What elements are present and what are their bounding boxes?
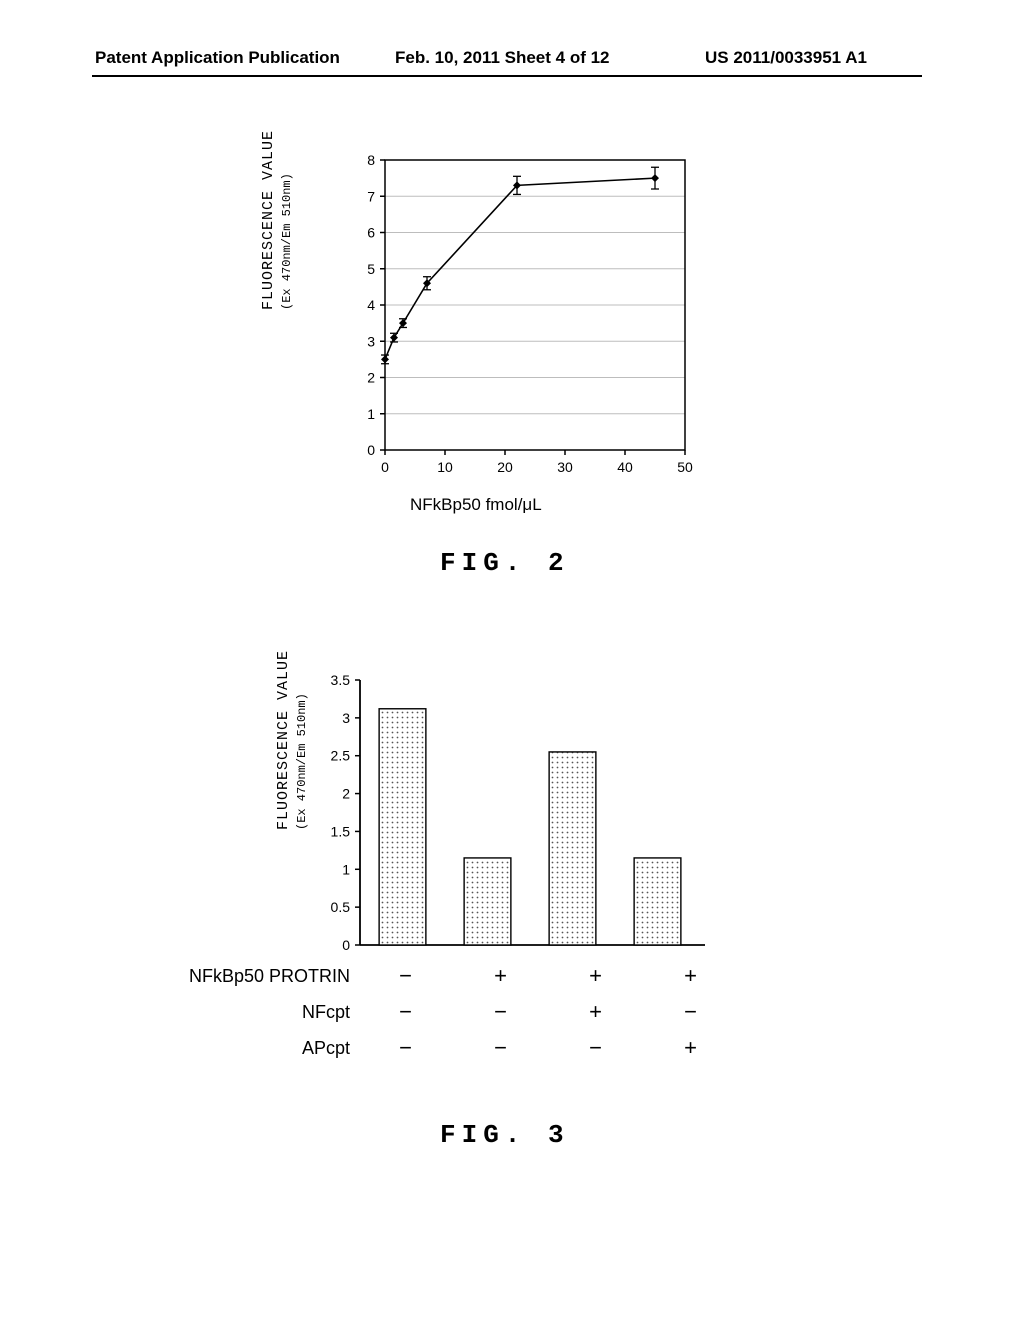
svg-text:2: 2 [342, 786, 350, 802]
fig3-ylabel: FLUORESCENCE VALUE [275, 650, 292, 830]
table-cell: + [643, 1035, 738, 1061]
table-row: NFcpt − − + − [150, 994, 738, 1030]
table-cell: − [453, 1035, 548, 1061]
svg-text:2.5: 2.5 [331, 748, 351, 764]
header-rule [92, 75, 922, 77]
svg-text:6: 6 [367, 225, 375, 241]
svg-text:1: 1 [342, 861, 350, 877]
svg-text:8: 8 [367, 152, 375, 168]
row-label: APcpt [150, 1038, 358, 1059]
table-row: NFkBp50 PROTRIN − + + + [150, 958, 738, 994]
svg-text:3: 3 [367, 333, 375, 349]
svg-text:30: 30 [557, 459, 573, 475]
svg-text:40: 40 [617, 459, 633, 475]
svg-text:7: 7 [367, 188, 375, 204]
fig2-chart: 01234567801020304050 [340, 150, 700, 460]
row-label: NFcpt [150, 1002, 358, 1023]
table-row: APcpt − − − + [150, 1030, 738, 1066]
row-label: NFkBp50 PROTRIN [150, 966, 358, 987]
svg-text:0: 0 [342, 937, 350, 953]
table-cell: + [453, 963, 548, 989]
svg-text:5: 5 [367, 261, 375, 277]
svg-text:20: 20 [497, 459, 513, 475]
svg-text:3: 3 [342, 710, 350, 726]
svg-text:50: 50 [677, 459, 693, 475]
table-cell: + [643, 963, 738, 989]
fig3-svg: 0 0.5 1 1.5 2 2.5 3 3.5 [310, 670, 710, 960]
table-cell: + [548, 999, 643, 1025]
header-left: Patent Application Publication [95, 48, 340, 68]
svg-text:1.5: 1.5 [331, 823, 351, 839]
table-cell: − [358, 963, 453, 989]
table-cell: − [643, 999, 738, 1025]
table-cell: + [548, 963, 643, 989]
fig3-condition-table: NFkBp50 PROTRIN − + + + NFcpt − − + − AP… [150, 958, 738, 1066]
svg-text:4: 4 [367, 297, 375, 313]
table-cell: − [358, 999, 453, 1025]
fig3-ylabel-sub: (Ex 470nm/Em 510nm) [295, 693, 309, 830]
svg-text:10: 10 [437, 459, 453, 475]
table-cell: − [453, 999, 548, 1025]
svg-text:1: 1 [367, 406, 375, 422]
fig2-ylabel: FLUORESCENCE VALUE [260, 130, 277, 310]
svg-text:0.5: 0.5 [331, 899, 351, 915]
svg-text:2: 2 [367, 370, 375, 386]
svg-text:0: 0 [381, 459, 389, 475]
table-cell: − [358, 1035, 453, 1061]
fig3-label: FIG. 3 [440, 1120, 570, 1150]
svg-text:0: 0 [367, 442, 375, 458]
fig2-xlabel: NFkBp50 fmol/μL [410, 495, 542, 515]
fig2-ylabel-sub: (Ex 470nm/Em 510nm) [280, 173, 294, 310]
svg-text:3.5: 3.5 [331, 672, 351, 688]
header-right: US 2011/0033951 A1 [705, 48, 867, 68]
fig2-label: FIG. 2 [440, 548, 570, 578]
table-cell: − [548, 1035, 643, 1061]
fig3-chart: 0 0.5 1 1.5 2 2.5 3 3.5 [310, 670, 700, 950]
fig2-svg: 0 1 2 3 4 5 6 7 8 0 10 20 30 40 50 [340, 150, 710, 490]
header-center: Feb. 10, 2011 Sheet 4 of 12 [395, 48, 610, 68]
